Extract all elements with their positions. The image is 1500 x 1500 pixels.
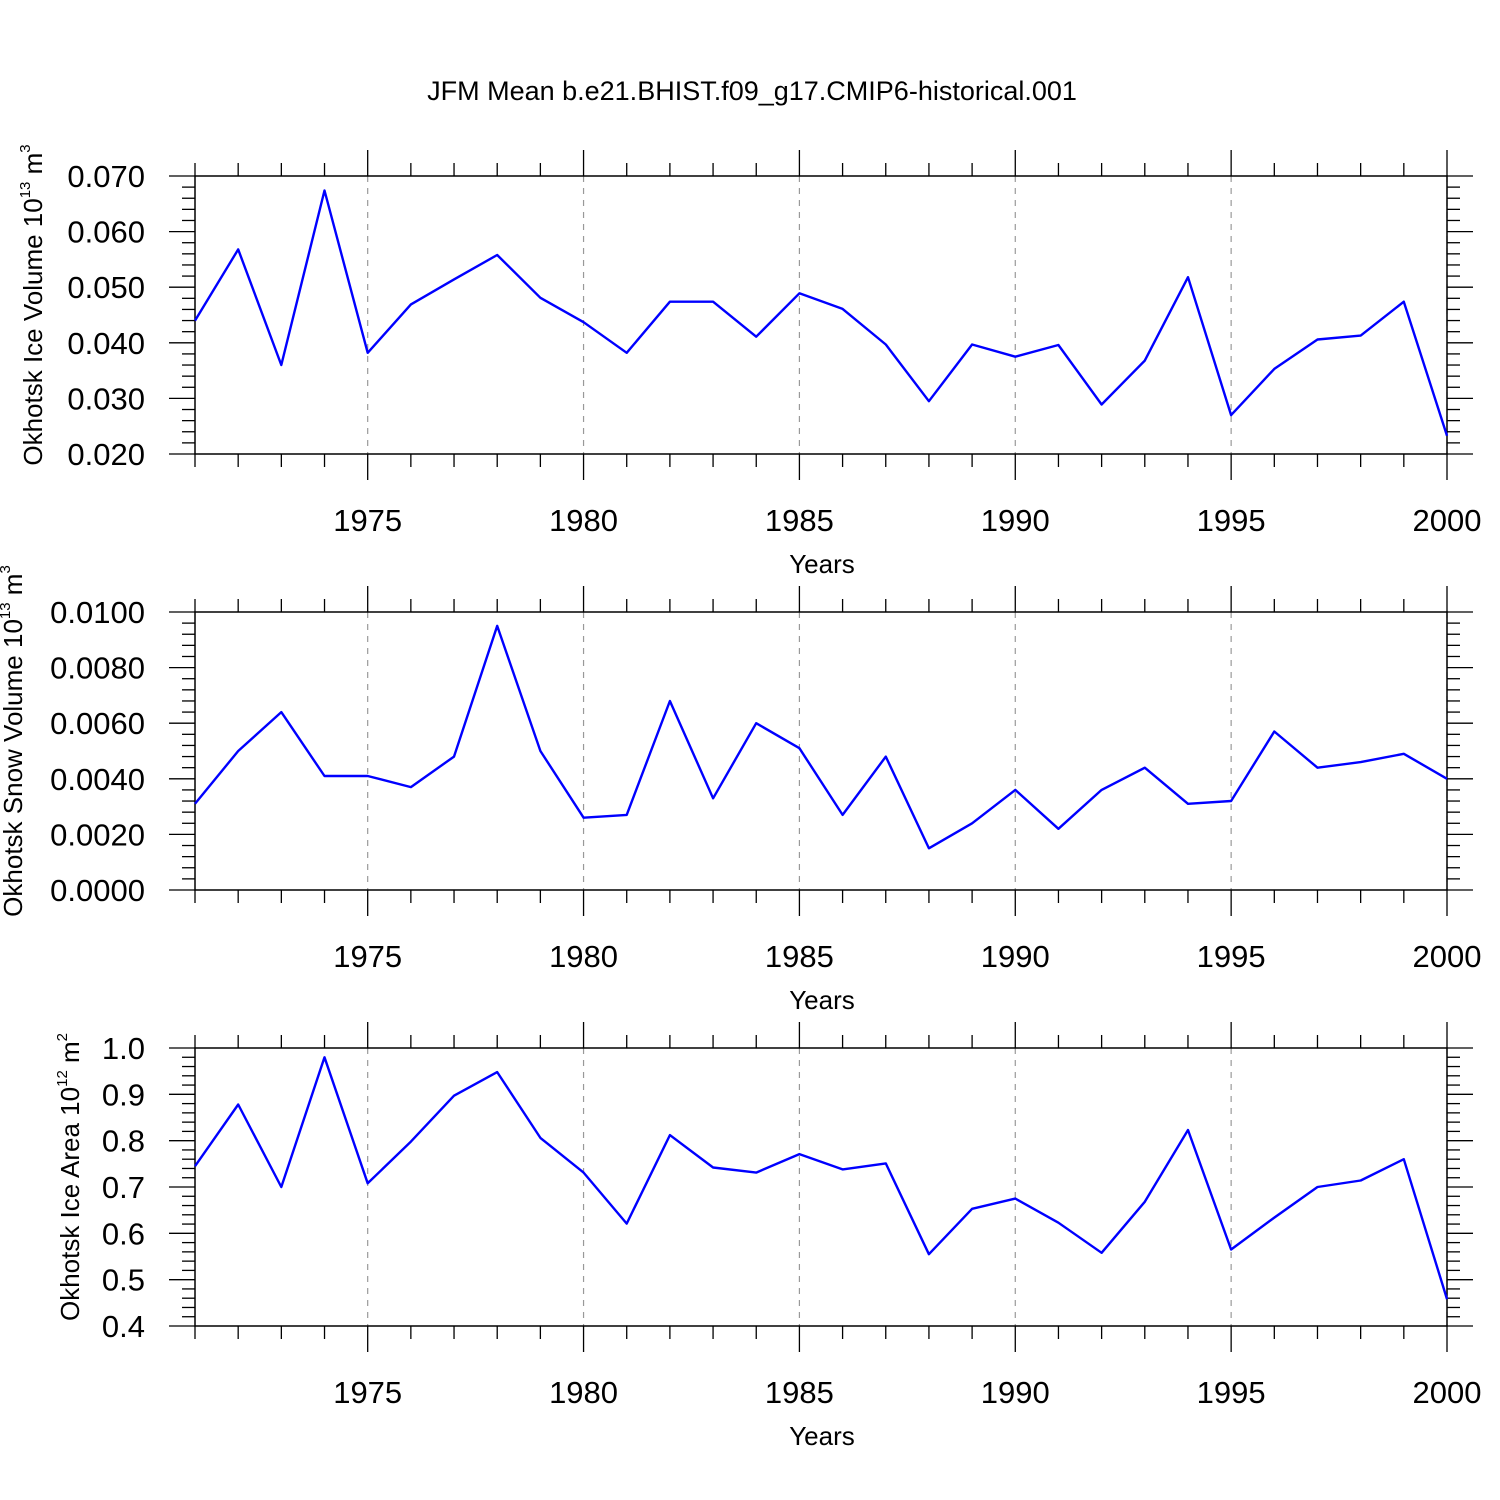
y-tick-label: 0.060 (67, 215, 145, 250)
x-axis-label: Years (789, 985, 855, 1015)
y-tick-label: 0.0040 (50, 762, 145, 797)
y-tick-label: 0.5 (102, 1263, 145, 1298)
y-tick-label: 0.7 (102, 1170, 145, 1205)
x-tick-label: 1990 (981, 1375, 1050, 1410)
y-tick-label: 0.050 (67, 270, 145, 305)
x-tick-label: 1980 (549, 503, 618, 538)
x-tick-label: 1990 (981, 503, 1050, 538)
x-tick-label: 1995 (1197, 1375, 1266, 1410)
x-tick-label: 1985 (765, 939, 834, 974)
series-line (194, 1056, 1449, 1300)
y-tick-label: 0.0020 (50, 817, 145, 852)
x-tick-label: 1975 (333, 939, 402, 974)
panel-1: 1975 1980 1985 1990 1995 2000 0.020 0.030 0.040 0… (17, 144, 1481, 579)
y-tick-label: 0.030 (67, 381, 145, 416)
y-tick-label: 0.020 (67, 437, 145, 472)
x-tick-label: 2000 (1413, 939, 1482, 974)
series-line (193, 189, 1449, 437)
x-tick-label: 2000 (1413, 1375, 1482, 1410)
x-tick-label: 1990 (981, 939, 1050, 974)
x-axis-label: Years (789, 549, 855, 579)
series-line (194, 624, 1448, 850)
y-tick-label: 0.040 (67, 326, 145, 361)
x-tick-label: 1980 (549, 1375, 618, 1410)
y-tick-label: 0.6 (102, 1216, 145, 1251)
y-axis-label: Okhotsk Snow Volume 1013 m3 (0, 565, 28, 917)
x-tick-label: 1995 (1197, 503, 1266, 538)
panels: 1975 1980 1985 1990 1995 2000 0.020 0.030 0.040 0… (0, 144, 1481, 1451)
panel-2: 1975 1980 1985 1990 1995 2000 0.0000 0.0020 0.00… (0, 565, 1481, 1015)
panel-3: 1975 1980 1985 1990 1995 2000 0.4 0.5 0.6 0.7 0.8 0… (54, 1022, 1481, 1451)
y-tick-label: 0.8 (102, 1124, 145, 1159)
x-tick-label: 1985 (765, 503, 834, 538)
y-tick-label: 0.4 (102, 1309, 145, 1344)
y-tick-label: 0.0080 (50, 651, 145, 686)
y-axis-label: Okhotsk Ice Area 1012 m2 (54, 1033, 85, 1321)
x-tick-label: 1995 (1197, 939, 1266, 974)
x-tick-label: 1985 (765, 1375, 834, 1410)
y-tick-label: 0.0100 (50, 595, 145, 630)
x-tick-label: 2000 (1413, 503, 1482, 538)
y-axis-label: Okhotsk Ice Volume 1013 m3 (17, 144, 48, 465)
plot-frame (194, 1047, 1448, 1327)
x-axis-label: Years (789, 1421, 855, 1451)
x-tick-label: 1975 (333, 1375, 402, 1410)
plot-frame (194, 175, 1448, 455)
x-tick-label: 1980 (549, 939, 618, 974)
y-tick-label: 0.070 (67, 159, 145, 194)
y-tick-label: 0.0000 (50, 873, 145, 908)
y-tick-label: 0.0060 (50, 706, 145, 741)
y-tick-label: 1.0 (102, 1031, 145, 1066)
chart-title: JFM Mean b.e21.BHIST.f09_g17.CMIP6-histo… (427, 76, 1077, 106)
plot-frame (194, 611, 1448, 891)
x-tick-label: 1975 (333, 503, 402, 538)
y-tick-label: 0.9 (102, 1077, 145, 1112)
